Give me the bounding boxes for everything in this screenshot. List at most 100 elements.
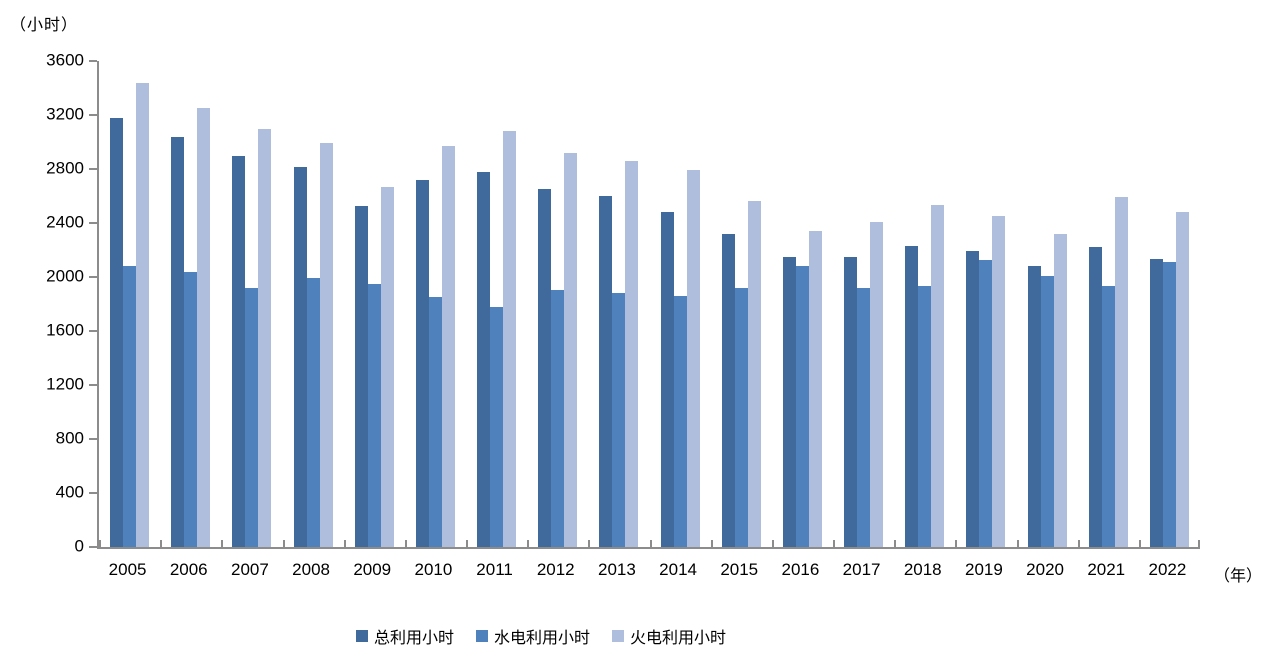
x-tick-label-2009: 2009 [353,560,392,579]
bar-2018-series-3 [931,204,945,547]
x-axis-tick-15 [1016,540,1019,547]
bar-2022-series-1 [1149,258,1163,547]
bar-2010-series-3 [441,146,455,547]
x-axis-tick-1 [160,540,163,547]
x-axis-tick-8 [588,540,591,547]
bar-group-2022 [1139,61,1200,547]
y-axis-tick-1200 [89,384,97,386]
bar-2008-series-2 [306,277,320,547]
bar-2017-series-1 [844,256,858,547]
bar-group-2021 [1078,61,1139,547]
x-tick-label-2014: 2014 [659,560,697,579]
x-tick-label-2011: 2011 [476,560,513,579]
bar-2019-series-3 [992,216,1006,547]
x-tick-label-2017: 2017 [842,560,881,579]
bar-group-2020 [1017,61,1078,547]
bar-2010-series-1 [415,179,429,547]
y-axis-labels: 0 400 800 1200 1600 2000 2400 2800 3200 3600 [0,51,84,556]
bar-2006-series-1 [171,137,185,547]
bar-2012-series-2 [551,289,565,547]
legend-label-2: 水电利用小时 [494,630,591,647]
y-axis-tick-400 [89,492,97,494]
bar-group-2009 [344,61,405,547]
x-axis-tick-0 [99,540,101,547]
y-tick-label-2400: 2400 [46,212,84,232]
bar-2015-series-1 [721,234,735,547]
bar-2016-series-1 [782,256,796,547]
bar-2014-series-3 [686,169,700,547]
bar-2022-series-3 [1175,211,1189,547]
legend-swatch-icon-2 [476,630,489,642]
bar-2014-series-1 [660,212,674,547]
legend-label-1: 总利用小时 [374,630,455,647]
y-axis-tick-2400 [89,222,97,224]
x-axis-tick-14 [955,540,958,547]
bar-2013-series-3 [625,160,639,547]
x-tick-label-2005: 2005 [108,560,147,579]
bar-2020-series-3 [1053,233,1067,547]
bar-group-2018 [894,61,955,547]
legend-label-3: 火电利用小时 [630,630,727,647]
bar-group-2010 [405,61,466,547]
bar-2007-series-1 [232,155,246,547]
legend-swatch-icon-3 [612,630,625,642]
y-axis-tick-3200 [89,114,97,116]
bar-2015-series-2 [734,288,748,547]
bar-group-2019 [955,61,1016,547]
bar-2016-series-2 [795,265,809,547]
bar-2017-series-3 [870,222,884,547]
y-axis-tick-0 [89,546,97,548]
bar-group-2007 [221,61,282,547]
bar-2009-series-2 [367,284,381,547]
legend-item-3: 火电利用小时 [612,624,726,648]
bar-group-2015 [711,61,772,547]
bar-2021-series-2 [1101,285,1115,547]
bar-2013-series-1 [599,196,613,547]
bar-2016-series-3 [808,231,822,547]
y-tick-label-2000: 2000 [46,266,84,286]
y-tick-label-3200: 3200 [46,104,84,124]
x-axis-tick-18 [1198,540,1200,547]
x-axis-tick-9 [649,540,652,547]
bar-group-2005 [99,61,160,547]
x-tick-label-2012: 2012 [536,560,575,579]
x-axis-unit-label: （年） [1214,568,1263,585]
bar-group-2017 [833,61,894,547]
bar-2019-series-1 [966,251,980,547]
legend-item-1: 总利用小时 [356,624,454,648]
y-tick-label-3600: 3600 [46,50,84,70]
bar-2018-series-1 [905,245,919,547]
bar-2011-series-3 [503,131,517,547]
x-tick-label-2006: 2006 [169,560,208,579]
bar-group-2011 [466,61,527,547]
bar-2020-series-2 [1040,276,1054,547]
bar-2005-series-3 [136,82,150,547]
x-axis-tick-13 [894,540,897,547]
x-tick-label-2015: 2015 [720,560,759,579]
bar-2005-series-1 [110,118,124,547]
legend-swatch-icon-1 [356,630,368,642]
y-axis-tick-1600 [89,330,97,332]
x-tick-label-2007: 2007 [230,560,269,579]
bar-2008-series-3 [319,143,333,547]
bar-group-2012 [527,61,588,547]
bar-group-2016 [772,61,833,547]
y-tick-label-2800: 2800 [46,158,84,178]
y-tick-label-1200: 1200 [46,374,84,394]
bar-2006-series-2 [184,271,198,547]
bar-2007-series-3 [258,129,272,547]
bar-2020-series-1 [1027,266,1041,547]
x-axis-tick-12 [833,540,835,547]
bar-2007-series-2 [245,287,259,547]
x-tick-label-2018: 2018 [903,560,942,579]
bar-2015-series-3 [747,201,761,547]
bar-2008-series-1 [293,166,307,547]
bar-group-2006 [160,61,221,547]
x-tick-label-2016: 2016 [781,560,820,579]
x-tick-label-2019: 2019 [964,560,1003,579]
bar-2010-series-2 [428,296,442,547]
x-axis-tick-3 [282,540,285,547]
bar-2014-series-2 [673,295,687,547]
bar-2009-series-3 [380,186,394,547]
